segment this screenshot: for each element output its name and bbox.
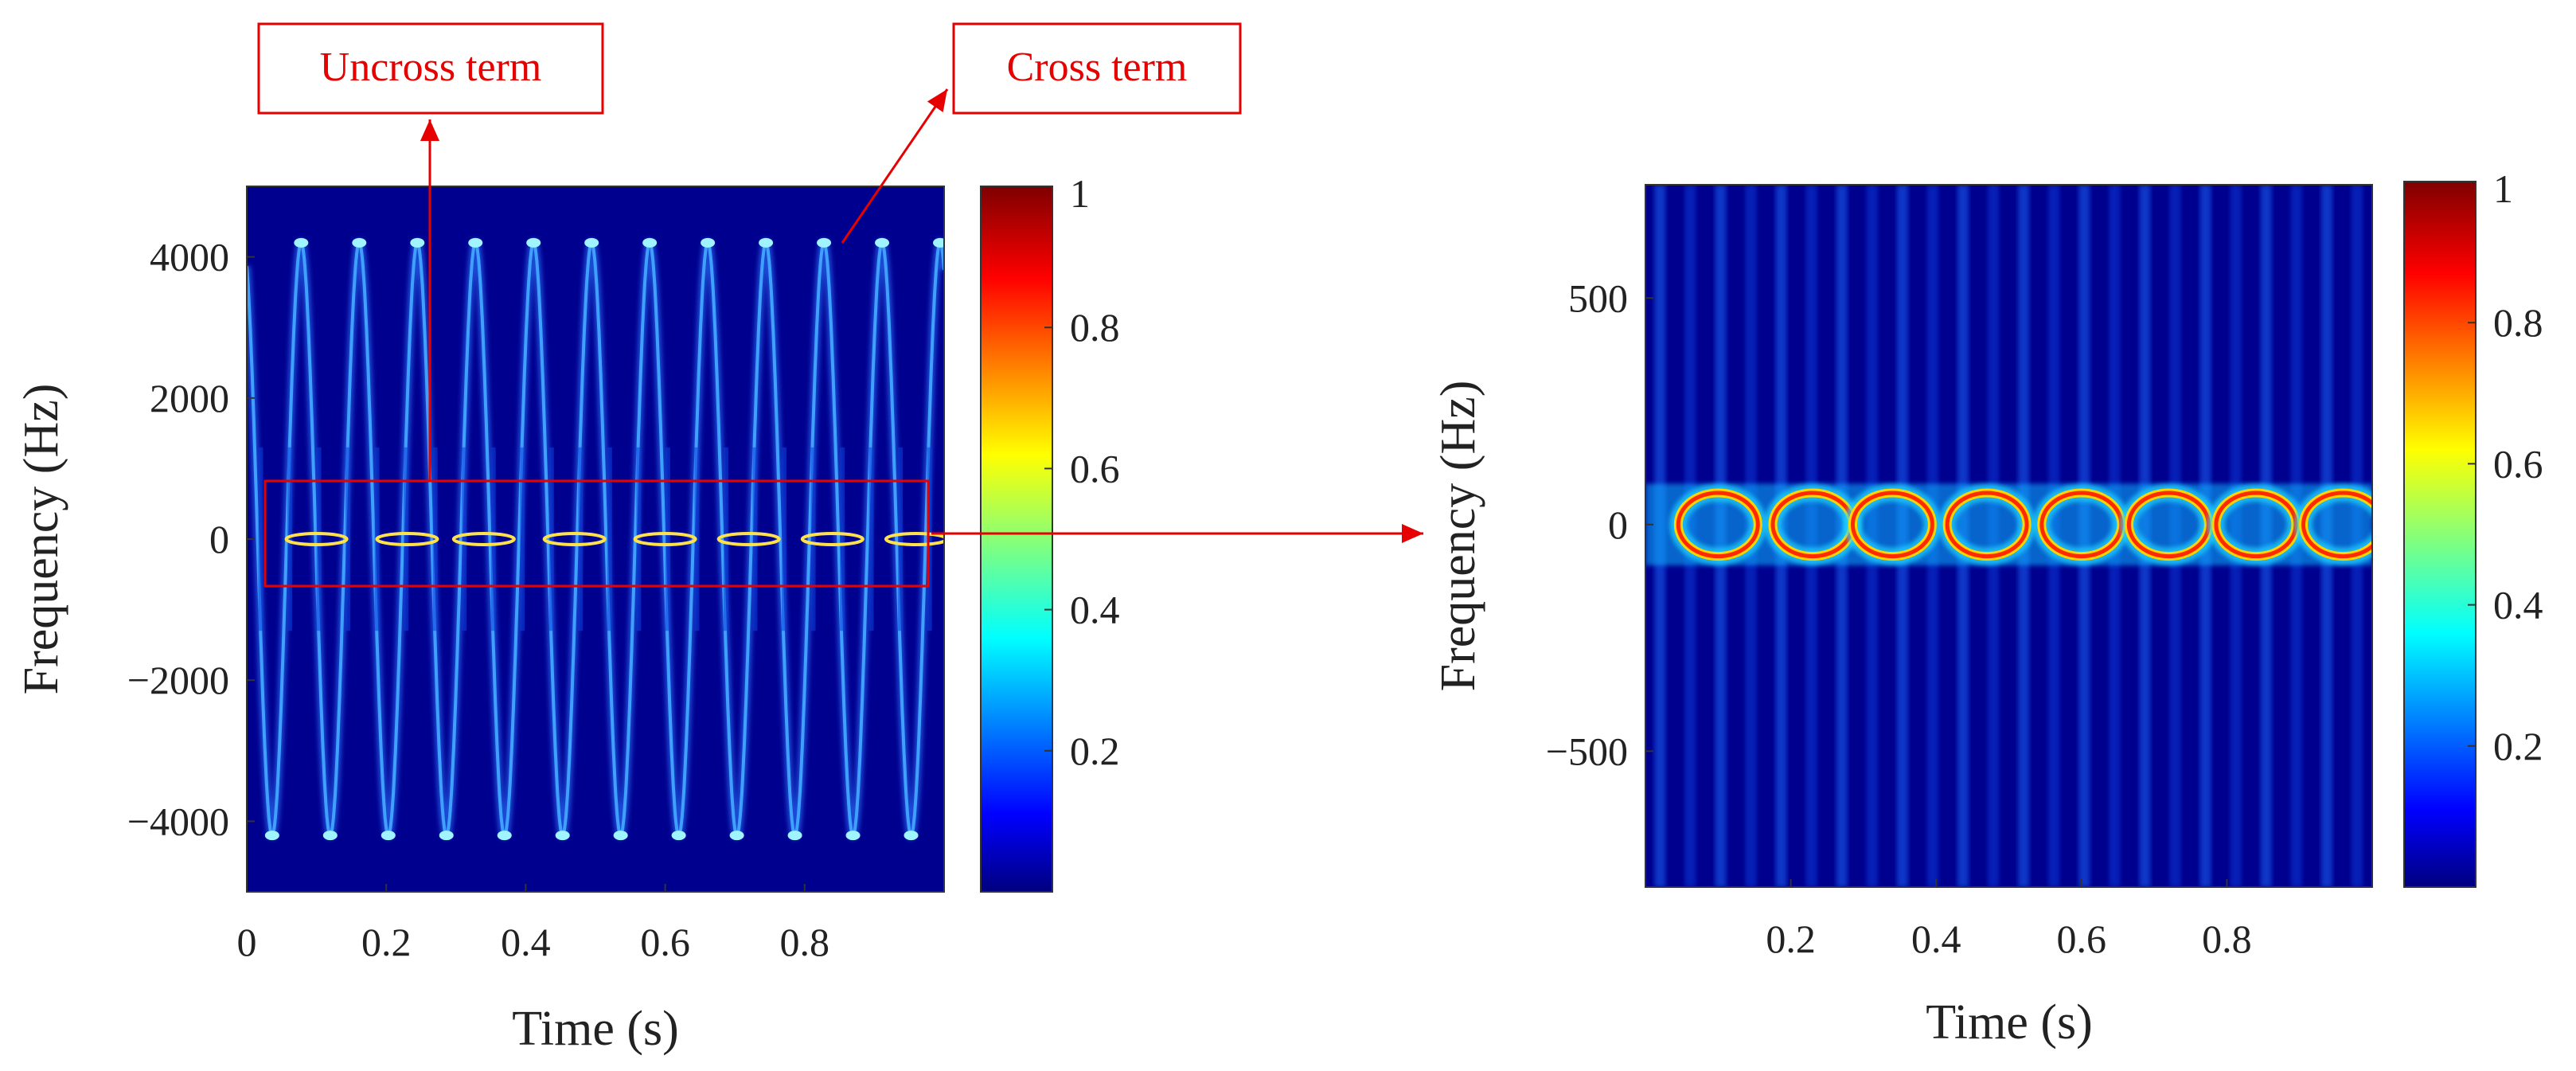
cross-term-peak — [410, 237, 425, 248]
uncross-term-loop — [2301, 491, 2372, 559]
x-tick-label: 0.6 — [2057, 917, 2107, 961]
cross-term-peak — [613, 831, 628, 841]
cross-term-peak — [729, 831, 744, 841]
cross-term-arrow — [841, 88, 949, 244]
right-y-axis-title: Frequency (Hz) — [1431, 381, 1485, 692]
left-plot-content — [247, 236, 944, 842]
right-spectrogram-panel: 500 0 −500 0.2 0.4 0.6 0.8 Time (s) Frequency… — [1431, 166, 2543, 1050]
colorbar-tick-label: 0.4 — [1070, 588, 1120, 632]
left-colorbar-ticks: 1 0.8 0.6 0.4 0.2 — [1044, 171, 1120, 773]
x-tick-label: 0.6 — [640, 920, 690, 964]
uncross-term-loop — [1850, 491, 1934, 559]
right-colorbar-ticks: 1 0.8 0.6 0.4 0.2 — [2468, 166, 2543, 768]
y-tick-label: 4000 — [150, 235, 229, 279]
cross-term-curve — [247, 240, 944, 838]
right-plot-content — [1645, 185, 2372, 887]
uncross-term-loop — [1945, 491, 2029, 559]
y-tick-label: 0 — [209, 517, 229, 561]
cross-term-peak — [701, 237, 716, 248]
uncross-term-box — [257, 22, 604, 115]
x-tick-label: 0.8 — [2202, 917, 2252, 961]
cross-term-peak — [352, 237, 367, 248]
x-tick-label: 0.4 — [501, 920, 551, 964]
cross-term-peak — [817, 237, 832, 248]
y-tick-label: 500 — [1568, 276, 1628, 320]
y-tick-label: −2000 — [127, 658, 229, 702]
cross-term-label: Cross term — [1007, 45, 1188, 90]
cross-term-peak — [294, 237, 309, 248]
cross-term-peak — [322, 831, 338, 841]
cross-term-peak — [439, 831, 454, 841]
y-tick-label: 0 — [1608, 502, 1628, 547]
cross-term-peak — [497, 831, 512, 841]
x-tick-label: 0 — [237, 920, 257, 964]
right-x-axis-title: Time (s) — [1926, 995, 2093, 1050]
uncross-term-loop — [284, 532, 349, 546]
cross-term-peak — [555, 831, 570, 841]
colorbar-tick-label: 0.8 — [1070, 305, 1120, 350]
x-tick-label: 0.4 — [1911, 917, 1961, 961]
uncross-term-loop — [884, 532, 944, 546]
cross-term-peak — [642, 237, 658, 248]
cross-term-peak — [584, 237, 599, 248]
uncross-term-loop — [542, 532, 607, 546]
cross-term-peak — [671, 831, 686, 841]
uncross-term-loop — [1676, 491, 1760, 559]
colorbar-tick-label: 0.8 — [2493, 300, 2543, 345]
right-colorbar — [2403, 181, 2476, 888]
left-spectrogram-panel: 4000 2000 0 −2000 −4000 0 0.2 0.4 0.6 0.8 Time (… — [14, 22, 1242, 1056]
uncross-term-loop — [375, 532, 439, 546]
y-tick-label: 2000 — [150, 376, 229, 420]
cross-term-box — [952, 22, 1242, 115]
right-x-ticks: 0.2 0.4 0.6 0.8 — [1766, 879, 2252, 961]
left-colorbar — [980, 186, 1053, 893]
cross-term-peak — [933, 237, 944, 248]
y-tick-label: −4000 — [127, 799, 229, 843]
cross-term-peak — [845, 831, 861, 841]
colorbar-tick-label: 0.2 — [2493, 724, 2543, 768]
colorbar-tick-label: 0.2 — [1070, 729, 1120, 773]
cross-term-peak — [875, 237, 890, 248]
left-x-ticks: 0 0.2 0.4 0.6 0.8 — [237, 884, 830, 964]
left-x-axis-title: Time (s) — [512, 1002, 679, 1056]
y-tick-label: −500 — [1546, 729, 1628, 773]
left-y-axis-title: Frequency (Hz) — [14, 384, 68, 695]
cross-term-peak — [904, 831, 919, 841]
colorbar-tick-label: 0.6 — [1070, 446, 1120, 491]
right-plot-border — [1645, 184, 2373, 888]
cross-term-peak — [787, 831, 802, 841]
uncross-term-label: Uncross term — [320, 45, 542, 90]
cross-term-peak — [381, 831, 396, 841]
x-tick-label: 0.8 — [780, 920, 830, 964]
left-y-ticks: 4000 2000 0 −2000 −4000 — [127, 235, 255, 843]
x-tick-label: 0.2 — [361, 920, 412, 964]
colorbar-tick-label: 0.6 — [2493, 441, 2543, 486]
cross-term-peak — [526, 237, 541, 248]
cross-term-peak — [759, 237, 774, 248]
uncross-term-loop — [633, 532, 697, 546]
colorbar-tick-label: 1 — [2493, 166, 2513, 211]
uncross-term-loop — [800, 532, 865, 546]
colorbar-tick-label: 1 — [1070, 171, 1090, 216]
right-y-ticks: 500 0 −500 — [1546, 276, 1653, 773]
colorbar-tick-label: 0.4 — [2493, 583, 2543, 627]
uncross-term-loop — [716, 532, 781, 546]
cross-term-peak — [468, 237, 483, 248]
cross-term-peak — [264, 831, 279, 841]
zoom-box — [263, 479, 930, 588]
uncross-term-loop — [451, 532, 516, 546]
x-tick-label: 0.2 — [1766, 917, 1816, 961]
